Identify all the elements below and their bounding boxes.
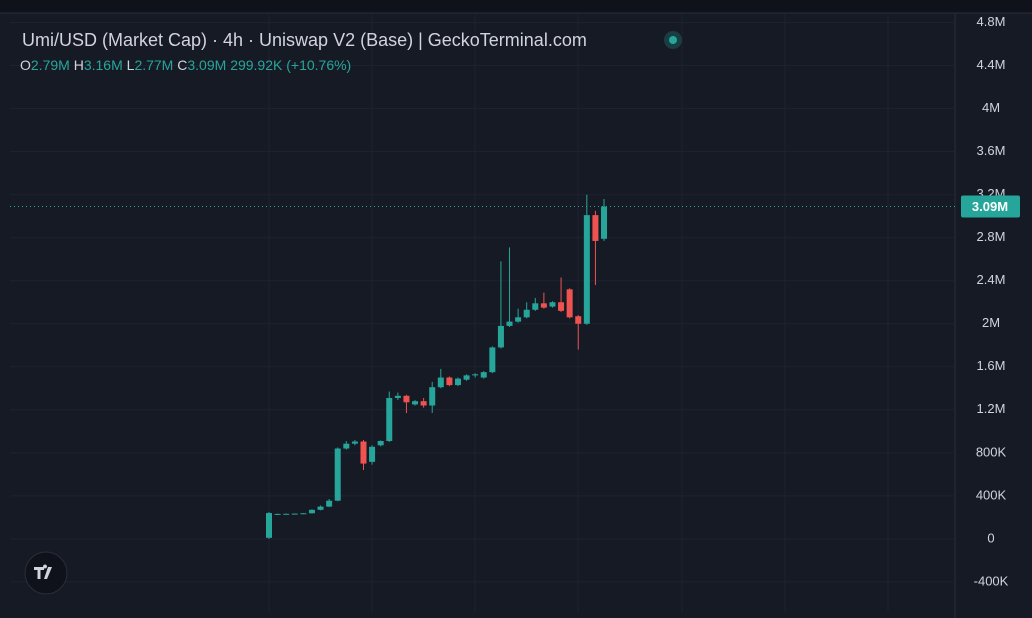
candle-body — [369, 446, 376, 462]
candle-body — [386, 397, 393, 441]
candle-body — [446, 377, 453, 386]
candle-body — [300, 513, 307, 515]
candle-body — [566, 289, 573, 318]
y-tick-label: 4.8M — [977, 14, 1006, 29]
candle-body — [437, 377, 444, 388]
last-price-label: 3.09M — [972, 199, 1008, 214]
candle-body — [334, 448, 341, 501]
c-label: C — [177, 57, 187, 73]
candle-body — [274, 513, 281, 515]
ohlc-legend: O2.79M H3.16M L2.77M C3.09M 299.92K (+10… — [20, 57, 351, 73]
top-toolbar — [0, 0, 1032, 13]
l-value: 2.77M — [134, 57, 173, 73]
candle-body — [412, 401, 419, 405]
y-tick-label: 4M — [982, 100, 1000, 115]
y-tick-label: 1.6M — [977, 358, 1006, 373]
candle-body — [394, 395, 401, 398]
chart-title: Umi/USD (Market Cap) · 4h · Uniswap V2 (… — [22, 30, 587, 50]
candle-body — [575, 316, 582, 324]
l-label: L — [127, 57, 135, 73]
candle-body — [429, 387, 436, 406]
h-value: 3.16M — [84, 57, 123, 73]
y-tick-label: 2.8M — [977, 229, 1006, 244]
candle-body — [515, 317, 522, 322]
candle-body — [351, 441, 358, 444]
candle-body — [317, 506, 324, 510]
h-label: H — [74, 57, 84, 73]
candle-body — [291, 513, 298, 515]
candle-body — [420, 401, 427, 406]
candle-body — [523, 309, 530, 318]
y-tick-label: 800K — [976, 444, 1007, 459]
candle-body — [326, 500, 333, 507]
candle-body — [463, 375, 470, 380]
candle-body — [506, 321, 513, 326]
plot — [266, 194, 608, 539]
candle-body — [549, 302, 556, 307]
candle-body — [480, 372, 487, 378]
y-tick-label: 400K — [976, 487, 1007, 502]
y-tick-label: 0 — [987, 530, 994, 545]
status-dot — [669, 36, 677, 44]
candle-body — [489, 347, 496, 373]
vertical-grid — [10, 14, 955, 612]
y-tick-label: 4.4M — [977, 57, 1006, 72]
candle-body — [472, 374, 479, 376]
candle-body — [266, 513, 272, 538]
candle-body — [540, 303, 547, 308]
candle-body — [601, 206, 608, 239]
y-tick-label: 1.2M — [977, 401, 1006, 416]
y-tick-label: 3.6M — [977, 143, 1006, 158]
candle-body — [343, 443, 350, 449]
candle-body — [558, 302, 565, 311]
y-tick-label: -400K — [974, 573, 1009, 588]
candle-body — [583, 215, 590, 324]
candle-body — [532, 303, 539, 310]
candle-body — [308, 509, 315, 514]
tradingview-logo — [24, 551, 68, 595]
y-tick-label: 2M — [982, 315, 1000, 330]
candle-body — [283, 513, 290, 515]
candle-body — [360, 441, 367, 464]
candle-body — [454, 378, 461, 386]
o-label: O — [20, 57, 31, 73]
o-value: 2.79M — [31, 57, 70, 73]
y-tick-label: 2.4M — [977, 272, 1006, 287]
change: 299.92K (+10.76%) — [230, 57, 351, 73]
logo-mark — [34, 564, 52, 579]
candle-body — [377, 440, 384, 446]
c-value: 3.09M — [187, 57, 226, 73]
last-price-tag — [961, 195, 1020, 218]
candle-body — [497, 325, 504, 348]
candle-body — [403, 395, 410, 403]
candle-body — [592, 215, 599, 241]
